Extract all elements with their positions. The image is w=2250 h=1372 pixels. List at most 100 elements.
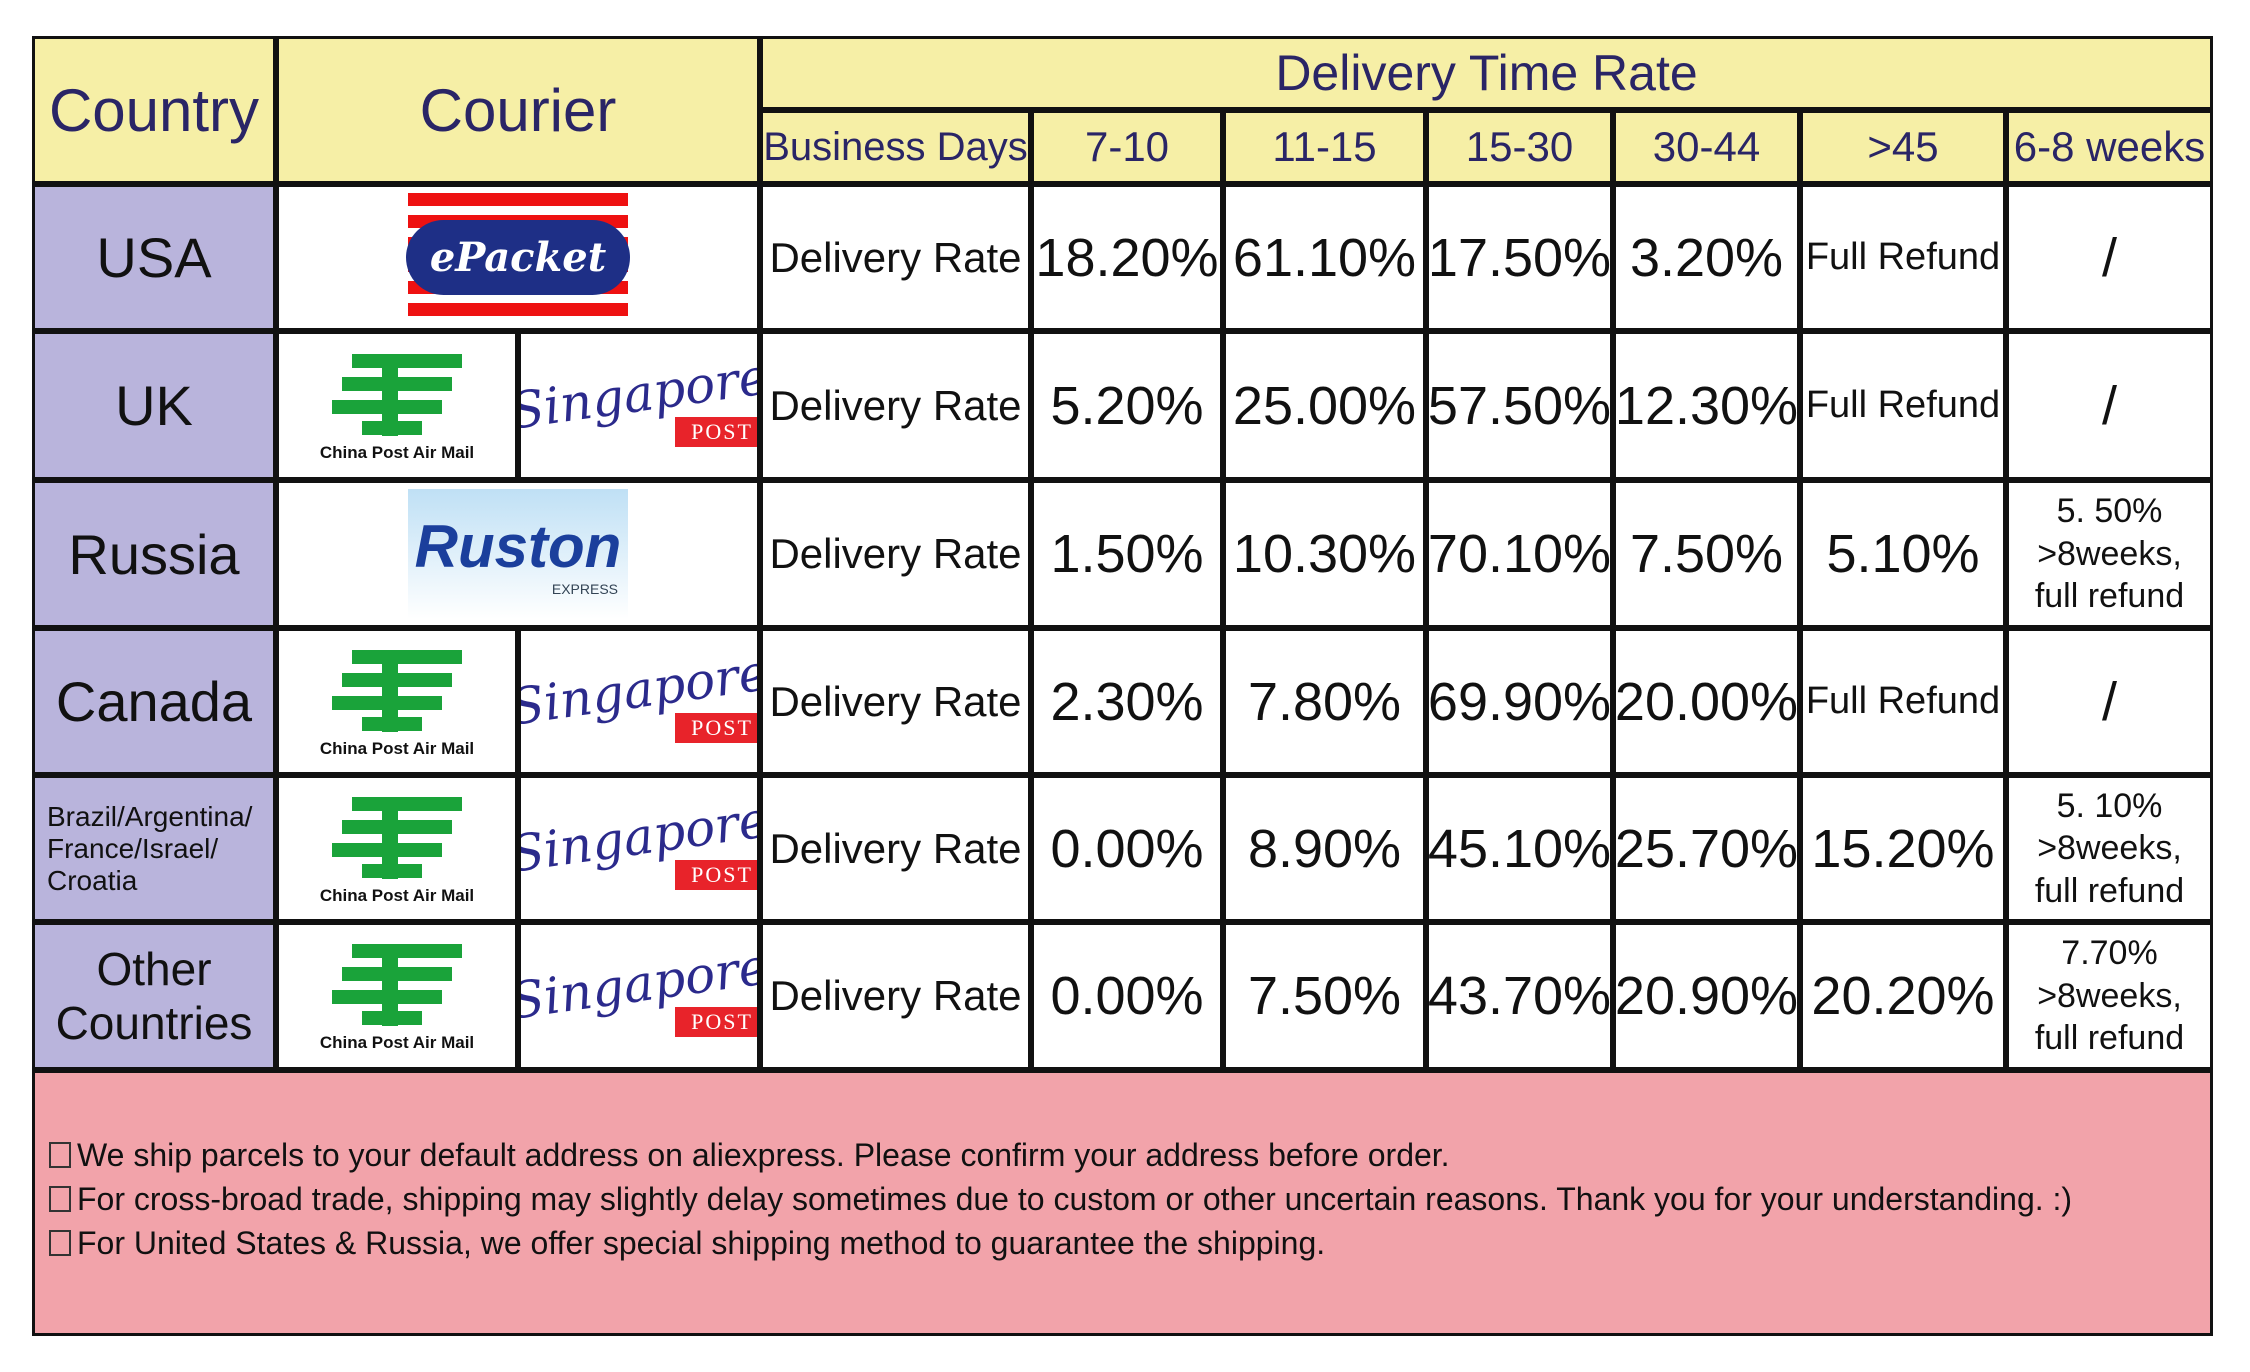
column-header: 11-15 [1226, 113, 1423, 181]
rate-cell: 70.10% [1429, 483, 1610, 625]
rate-cell: / [2009, 631, 2210, 772]
rate-cell: 45.10% [1429, 778, 1610, 919]
country-cell: USA [35, 187, 273, 328]
rate-cell: Full Refund [1803, 187, 2003, 328]
courier-cell: Ruston EXPRESS [279, 483, 757, 625]
note-text: For United States & Russia, we offer spe… [77, 1225, 1326, 1261]
rate-cell: 20.20% [1803, 925, 2003, 1067]
china-post-symbol [332, 353, 462, 436]
rate-cell: 0.00% [1034, 925, 1220, 1067]
note: For cross-broad trade, shipping may slig… [49, 1177, 2072, 1221]
checkbox [49, 1230, 71, 1256]
label-cell: Delivery Rate [763, 334, 1028, 477]
courier-cell: ePacket [279, 187, 757, 328]
country-header: Country [35, 39, 273, 181]
column-header: 15-30 [1429, 113, 1610, 181]
courier-header: Courier [279, 39, 757, 181]
china-post-logo: China Post Air Mail [320, 939, 474, 1053]
epacket-text: ePacket [405, 220, 631, 295]
china-post-symbol [332, 796, 462, 879]
rate-cell: Full Refund [1803, 631, 2003, 772]
note-text: For cross-broad trade, shipping may slig… [77, 1181, 2073, 1217]
country-cell: Canada [35, 631, 273, 772]
china-post-text: China Post Air Mail [319, 885, 475, 905]
rate-cell: 5.10% [1803, 483, 2003, 625]
rate-cell: 7.70% >8weeks, full refund [2009, 925, 2210, 1067]
notes: We ship parcels to your default address … [35, 1073, 2210, 1333]
rate-cell: 17.50% [1429, 187, 1610, 328]
rate-cell: / [2009, 187, 2210, 328]
rate-cell: Full Refund [1803, 334, 2003, 477]
label-cell: Delivery Rate [763, 778, 1028, 919]
column-header: 6-8 weeks [2009, 113, 2210, 181]
rate-cell: / [2009, 334, 2210, 477]
rate-cell: 69.90% [1429, 631, 1610, 772]
country-cell: Other Countries [35, 925, 273, 1067]
country-cell: UK [35, 334, 273, 477]
rate-cell: 15.20% [1803, 778, 2003, 919]
ruston-logo: Ruston EXPRESS [408, 489, 628, 619]
rate-cell: 57.50% [1429, 334, 1610, 477]
courier-cell: Singapore POST [521, 334, 757, 477]
china-post-symbol [332, 649, 462, 732]
courier-cell: China Post Air Mail [279, 778, 515, 919]
courier-cell: China Post Air Mail [279, 925, 515, 1067]
epacket-logo: ePacket [405, 192, 631, 323]
rate-cell: 43.70% [1429, 925, 1610, 1067]
label-cell: Delivery Rate [763, 187, 1028, 328]
rate-cell: 20.00% [1616, 631, 1797, 772]
shipping-table: Country Courier Delivery Time Rate Business… [32, 36, 2213, 1336]
rate-cell: 1.50% [1034, 483, 1220, 625]
group-header: Delivery Time Rate [763, 39, 2210, 107]
note-text: We ship parcels to your default address … [77, 1137, 1450, 1173]
china-post-logo: China Post Air Mail [320, 792, 474, 906]
checkbox [49, 1142, 71, 1168]
singapore-post-logo: Singapore POST [521, 790, 757, 890]
country-cell: Brazil/Argentina/ France/Israel/ Croatia [35, 778, 273, 919]
courier-cell: China Post Air Mail [279, 334, 515, 477]
column-header: 7-10 [1034, 113, 1220, 181]
rate-cell: 20.90% [1616, 925, 1797, 1067]
courier-cell: Singapore POST [521, 925, 757, 1067]
rate-cell: 61.10% [1226, 187, 1423, 328]
rate-cell: 5. 50% >8weeks, full refund [2009, 483, 2210, 625]
rate-cell: 7.50% [1616, 483, 1797, 625]
post-box: POST [675, 416, 757, 447]
courier-cell: Singapore POST [521, 631, 757, 772]
rate-cell: 10.30% [1226, 483, 1423, 625]
rate-cell: 5.20% [1034, 334, 1220, 477]
label-cell: Delivery Rate [763, 925, 1028, 1067]
ruston-text: Ruston [414, 512, 622, 580]
note: We ship parcels to your default address … [49, 1133, 1450, 1177]
singapore-post-logo: Singapore POST [521, 937, 757, 1037]
rate-cell: 25.00% [1226, 334, 1423, 477]
rate-cell: 5. 10% >8weeks, full refund [2009, 778, 2210, 919]
rate-cell: 18.20% [1034, 187, 1220, 328]
post-box: POST [675, 712, 757, 743]
note: For United States & Russia, we offer spe… [49, 1221, 1325, 1265]
rate-cell: 2.30% [1034, 631, 1220, 772]
column-header: >45 [1803, 113, 2003, 181]
checkbox [49, 1186, 71, 1212]
post-box: POST [675, 1007, 757, 1037]
ruston-sub: EXPRESS [551, 580, 618, 597]
label-cell: Delivery Rate [763, 483, 1028, 625]
rate-cell: 8.90% [1226, 778, 1423, 919]
rate-cell: 7.50% [1226, 925, 1423, 1067]
courier-cell: China Post Air Mail [279, 631, 515, 772]
courier-cell: Singapore POST [521, 778, 757, 919]
china-post-symbol [332, 944, 462, 1026]
rate-cell: 12.30% [1616, 334, 1797, 477]
column-header: 30-44 [1616, 113, 1797, 181]
rate-cell: 0.00% [1034, 778, 1220, 919]
column-header: Business Days [763, 113, 1028, 181]
china-post-logo: China Post Air Mail [320, 645, 474, 759]
china-post-text: China Post Air Mail [319, 442, 475, 462]
rate-cell: 3.20% [1616, 187, 1797, 328]
china-post-text: China Post Air Mail [319, 1033, 475, 1052]
rate-cell: 25.70% [1616, 778, 1797, 919]
china-post-text: China Post Air Mail [319, 738, 475, 758]
rate-cell: 7.80% [1226, 631, 1423, 772]
singapore-post-logo: Singapore POST [521, 643, 757, 743]
